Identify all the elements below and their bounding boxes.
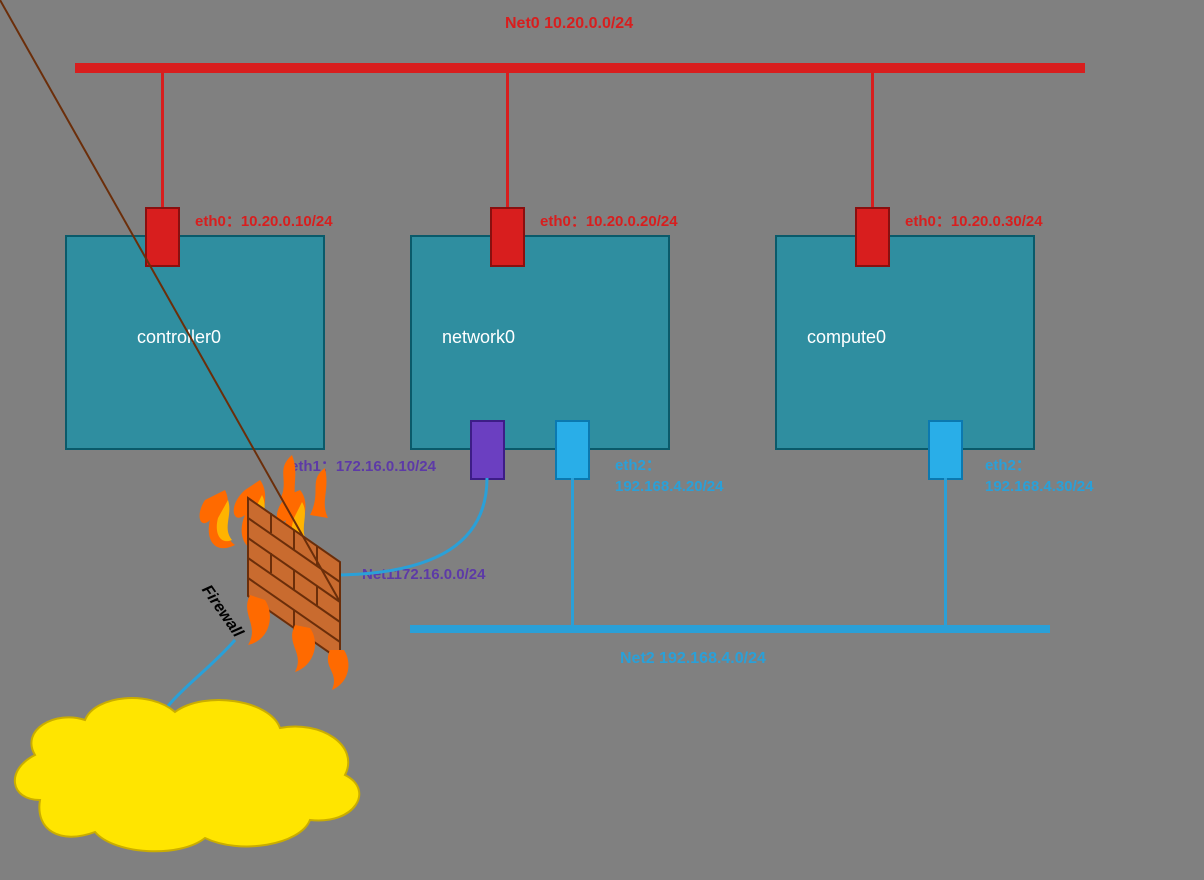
nic-network0-eth0 (490, 207, 525, 267)
nic-network0-eth1 (470, 420, 505, 480)
net2-bus (410, 625, 1050, 633)
node-controller0-label: controller0 (137, 327, 221, 348)
nic-controller0-eth0-label: eth0：10.20.0.10/24 (195, 210, 333, 231)
cloud-icon (15, 698, 359, 851)
net2-drop-network0 (571, 478, 574, 628)
net0-drop-network0 (506, 71, 509, 211)
nic-compute0-eth0-label: eth0：10.20.0.30/24 (905, 210, 1043, 231)
nic-network0-eth2-ip: 192.168.4.20/24 (615, 478, 723, 495)
network-diagram: Net0 10.20.0.0/24 controller0 eth0：10.20… (0, 0, 1204, 880)
firewall-to-cloud-curve (150, 640, 235, 740)
node-network0: network0 (410, 235, 670, 450)
node-compute0-label: compute0 (807, 327, 886, 348)
nic-network0-eth1-label: eth1：172.16.0.10/24 (290, 455, 436, 476)
nic-compute0-eth2-label: eth2： 192.168.4.30/24 (985, 455, 1093, 497)
net2-drop-compute0 (944, 478, 947, 628)
nic-compute0-eth2-ip: 192.168.4.30/24 (985, 478, 1093, 495)
net0-bus (75, 63, 1085, 73)
net1-label: Net1172.16.0.0/24 (362, 566, 485, 583)
node-compute0: compute0 (775, 235, 1035, 450)
net0-label: Net0 10.20.0.0/24 (505, 15, 633, 33)
nic-compute0-eth2-name: eth2： (985, 457, 1031, 474)
node-controller0: controller0 (65, 235, 325, 450)
nic-network0-eth0-label: eth0：10.20.0.20/24 (540, 210, 678, 231)
nic-compute0-eth0 (855, 207, 890, 267)
nic-network0-eth2 (555, 420, 590, 480)
net1-curve (330, 478, 487, 575)
nic-controller0-eth0 (145, 207, 180, 267)
nic-compute0-eth2 (928, 420, 963, 480)
net2-label: Net2 192.168.4.0/24 (620, 650, 766, 668)
nic-network0-eth2-name: eth2： (615, 457, 661, 474)
nic-network0-eth2-label: eth2： 192.168.4.20/24 (615, 455, 723, 497)
node-network0-label: network0 (442, 327, 515, 348)
net0-drop-controller0 (161, 71, 164, 211)
net0-drop-compute0 (871, 71, 874, 211)
firewall-label: Firewall (197, 582, 246, 641)
